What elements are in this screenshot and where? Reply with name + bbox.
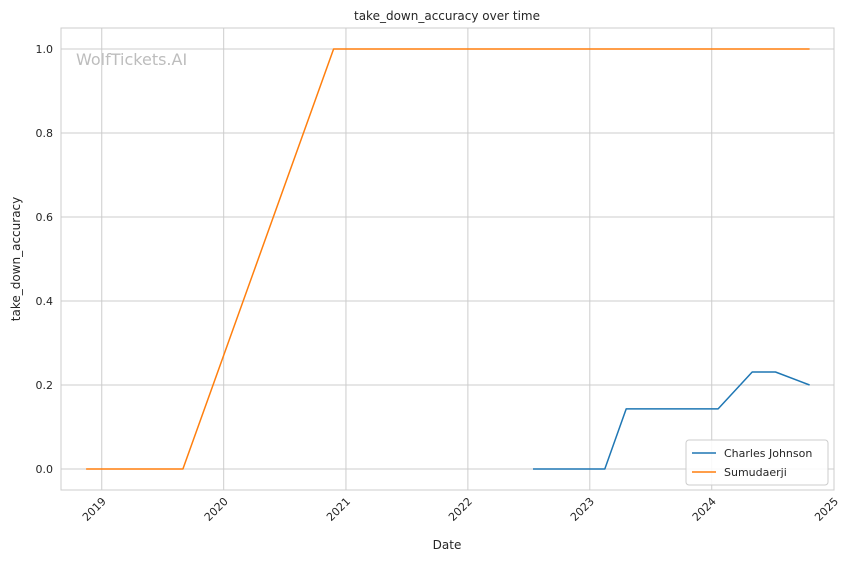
series-line-sumudaerji (86, 48, 810, 470)
y-tick-label: 1.0 (36, 43, 54, 56)
y-tick-label: 0.4 (36, 295, 54, 308)
x-tick-label: 2025 (812, 495, 841, 524)
y-tick-label: 0.2 (36, 379, 54, 392)
legend-label: Sumudaerji (724, 466, 787, 479)
grid (61, 28, 835, 490)
x-axis-label: Date (433, 538, 462, 552)
x-tick-labels: 2019 2020 2021 2022 2023 2024 2025 (80, 495, 841, 524)
legend-box (685, 439, 829, 486)
y-tick-label: 0.0 (36, 463, 54, 476)
x-tick-label: 2019 (80, 495, 109, 524)
chart-title: take_down_accuracy over time (354, 9, 540, 23)
x-tick-label: 2021 (324, 495, 353, 524)
x-tick-label: 2024 (690, 495, 719, 524)
series-layer (86, 48, 810, 470)
legend-label: Charles Johnson (724, 447, 812, 460)
x-tick-label: 2023 (568, 495, 597, 524)
legend: Charles Johnson Sumudaerji (685, 439, 829, 486)
series-line-charles-johnson (533, 371, 810, 470)
x-tick-label: 2022 (446, 495, 475, 524)
y-axis-label: take_down_accuracy (9, 197, 23, 321)
watermark: WolfTickets.AI (76, 50, 187, 69)
y-tick-label: 0.8 (36, 127, 54, 140)
plot-frame (60, 27, 835, 491)
x-tick-label: 2020 (202, 495, 231, 524)
y-tick-labels: 0.0 0.2 0.4 0.6 0.8 1.0 (36, 43, 54, 476)
y-tick-label: 0.6 (36, 211, 54, 224)
